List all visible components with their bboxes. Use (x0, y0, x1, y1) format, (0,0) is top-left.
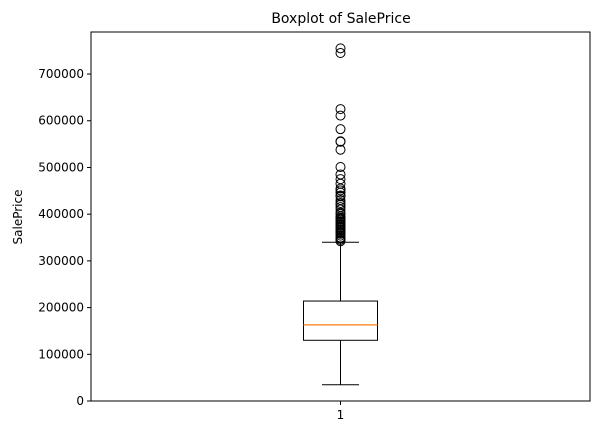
x-tick-label: 1 (337, 408, 345, 422)
outlier-point (335, 43, 346, 54)
outlier-point (335, 190, 346, 201)
outlier-point (335, 195, 346, 206)
outlier-point (335, 202, 346, 213)
x-axis-ticks: 1 (337, 401, 345, 422)
y-tick-label: 100000 (38, 347, 84, 361)
outlier-point (335, 104, 346, 115)
outlier-point (335, 136, 346, 147)
y-tick-label: 400000 (38, 207, 84, 221)
outlier-point (335, 144, 346, 155)
box-series (303, 43, 378, 386)
y-axis-label: SalePrice (11, 190, 25, 245)
y-tick-label: 600000 (38, 114, 84, 128)
outlier-point (335, 207, 346, 218)
y-tick-label: 0 (76, 394, 84, 408)
outlier-point (335, 124, 346, 135)
y-tick-label: 300000 (38, 254, 84, 268)
y-axis-ticks: 0 100000 200000 300000 400000 500000 600000 700… (38, 67, 91, 408)
outlier-point (335, 110, 346, 121)
y-tick-label: 700000 (38, 67, 84, 81)
y-tick-label: 500000 (38, 160, 84, 174)
box-group (303, 43, 378, 386)
iqr-box (303, 300, 378, 341)
outlier-point (335, 48, 346, 59)
chart-title: Boxplot of SalePrice (271, 11, 410, 27)
outlier-point (335, 197, 346, 208)
outlier-point (335, 161, 346, 172)
y-tick-label: 200000 (38, 301, 84, 315)
outlier-point (335, 169, 346, 180)
outlier-point (335, 174, 346, 185)
